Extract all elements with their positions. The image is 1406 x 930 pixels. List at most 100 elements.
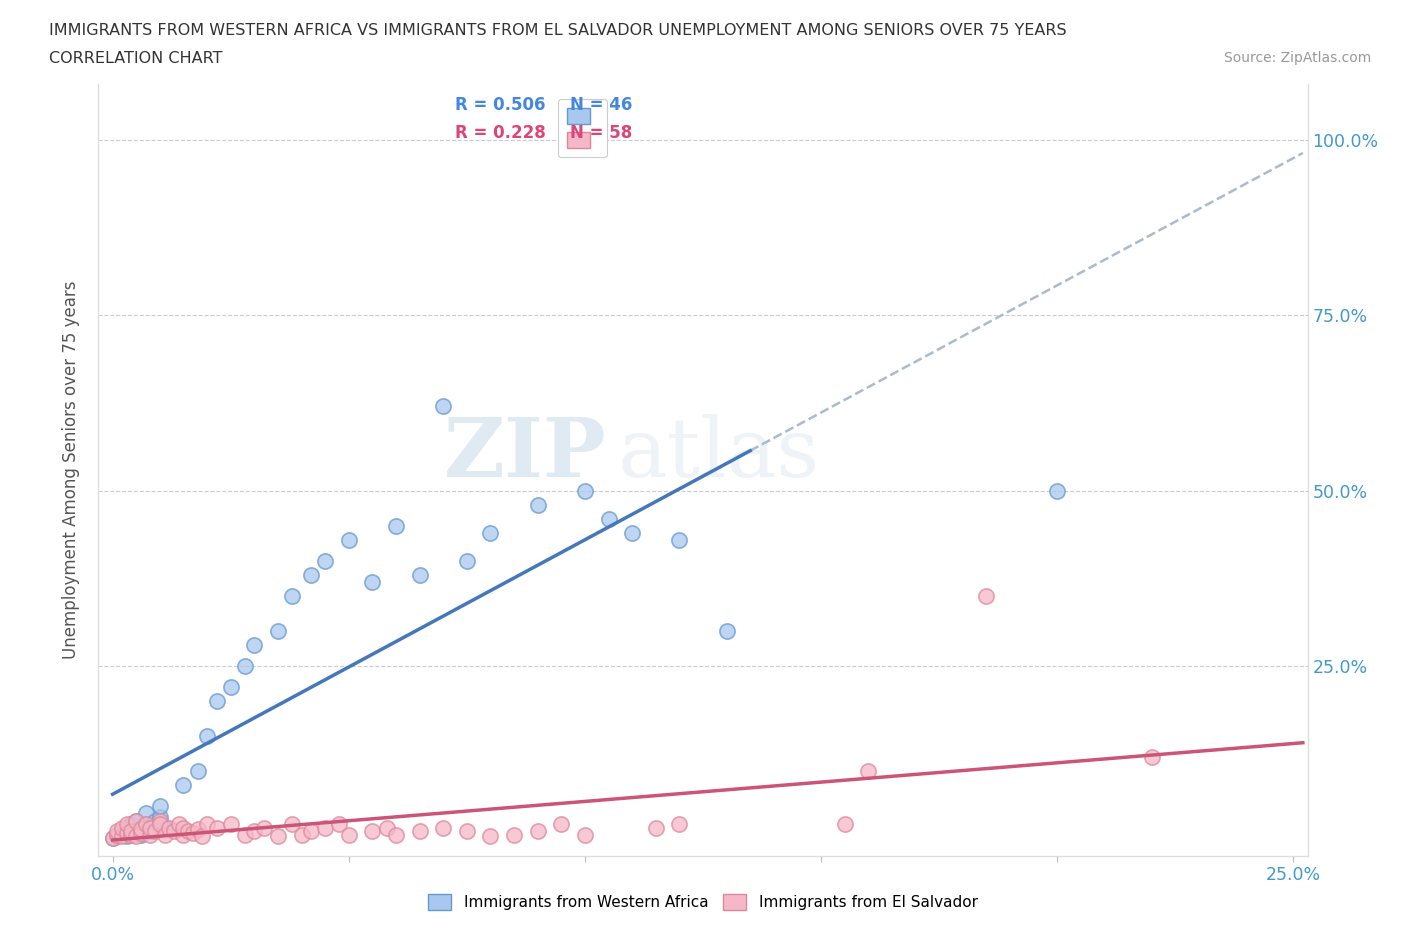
Point	[121, 824, 143, 839]
Point	[115, 829, 138, 844]
Point	[456, 824, 478, 839]
Point	[195, 817, 218, 831]
Point	[121, 827, 143, 842]
Y-axis label: Unemployment Among Seniors over 75 years: Unemployment Among Seniors over 75 years	[62, 281, 80, 658]
Point	[111, 824, 134, 839]
Point	[135, 817, 157, 831]
Point	[167, 817, 190, 831]
Point	[621, 525, 644, 540]
Point	[233, 658, 256, 673]
Point	[163, 824, 186, 839]
Point	[598, 512, 620, 526]
Point	[105, 824, 128, 839]
Point	[129, 827, 152, 842]
Point	[243, 638, 266, 653]
Point	[361, 575, 384, 590]
Point	[115, 817, 138, 831]
Point	[115, 826, 138, 841]
Point	[125, 813, 148, 828]
Point	[121, 826, 143, 841]
Point	[149, 817, 172, 831]
Point	[314, 820, 336, 835]
Point	[191, 829, 214, 844]
Legend: , : ,	[558, 100, 606, 157]
Point	[408, 824, 430, 839]
Point	[129, 821, 152, 836]
Point	[479, 525, 502, 540]
Point	[432, 399, 454, 414]
Point	[205, 820, 228, 835]
Text: ZIP: ZIP	[444, 414, 606, 494]
Point	[149, 809, 172, 825]
Point	[135, 806, 157, 821]
Point	[101, 830, 124, 845]
Point	[299, 567, 322, 582]
Point	[574, 827, 596, 842]
Point	[432, 820, 454, 835]
Point	[668, 532, 690, 547]
Point	[187, 821, 209, 836]
Point	[205, 694, 228, 709]
Point	[105, 827, 128, 842]
Point	[219, 817, 242, 831]
Point	[153, 820, 176, 835]
Point	[172, 820, 194, 835]
Point	[385, 518, 408, 533]
Point	[385, 827, 408, 842]
Point	[101, 830, 124, 845]
Point	[314, 553, 336, 568]
Point	[858, 764, 880, 778]
Point	[143, 813, 166, 828]
Text: R = 0.506: R = 0.506	[456, 96, 546, 114]
Point	[153, 827, 176, 842]
Point	[143, 824, 166, 839]
Text: CORRELATION CHART: CORRELATION CHART	[49, 51, 222, 66]
Point	[716, 624, 738, 639]
Point	[290, 827, 312, 842]
Text: Source: ZipAtlas.com: Source: ZipAtlas.com	[1223, 51, 1371, 65]
Point	[503, 827, 526, 842]
Point	[111, 820, 134, 835]
Point	[253, 820, 276, 835]
Point	[526, 824, 548, 839]
Point	[219, 680, 242, 695]
Point	[976, 589, 998, 604]
Point	[177, 824, 200, 839]
Point	[574, 484, 596, 498]
Point	[105, 827, 128, 842]
Point	[111, 829, 134, 844]
Point	[172, 778, 194, 793]
Point	[125, 813, 148, 828]
Point	[149, 799, 172, 814]
Point	[115, 820, 138, 835]
Point	[111, 826, 134, 841]
Point	[526, 498, 548, 512]
Point	[139, 827, 162, 842]
Text: R = 0.228: R = 0.228	[456, 124, 546, 141]
Point	[361, 824, 384, 839]
Point	[337, 827, 360, 842]
Point	[375, 820, 398, 835]
Point	[299, 824, 322, 839]
Point	[157, 820, 180, 835]
Point	[125, 824, 148, 839]
Text: IMMIGRANTS FROM WESTERN AFRICA VS IMMIGRANTS FROM EL SALVADOR UNEMPLOYMENT AMONG: IMMIGRANTS FROM WESTERN AFRICA VS IMMIGR…	[49, 23, 1067, 38]
Point	[281, 589, 304, 604]
Point	[668, 817, 690, 831]
Text: N = 46: N = 46	[569, 96, 633, 114]
Point	[337, 532, 360, 547]
Point	[550, 817, 572, 831]
Point	[187, 764, 209, 778]
Point	[479, 829, 502, 844]
Point	[233, 827, 256, 842]
Point	[129, 826, 152, 841]
Text: atlas: atlas	[619, 414, 821, 494]
Point	[408, 567, 430, 582]
Point	[125, 829, 148, 844]
Point	[129, 820, 152, 835]
Text: N = 58: N = 58	[569, 124, 633, 141]
Point	[1046, 484, 1069, 498]
Point	[105, 829, 128, 844]
Point	[644, 820, 666, 835]
Point	[181, 826, 204, 841]
